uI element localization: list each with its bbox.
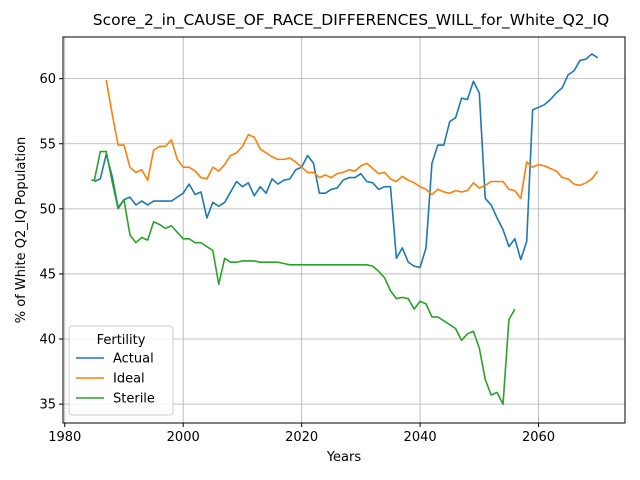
series-line-ideal (105, 79, 599, 200)
x-axis-ticks: 1980 2000 2020 2040 2060 (48, 423, 555, 445)
legend: Fertility Actual Ideal Sterile (68, 325, 174, 416)
y-tick-label: 45 (39, 267, 56, 282)
legend-label-actual: Actual (113, 352, 154, 367)
x-tick-label: 2040 (404, 430, 437, 445)
y-tick-label: 55 (39, 137, 56, 152)
series-lines (91, 53, 599, 405)
y-axis-label: % of White Q2_IQ Population (14, 137, 29, 324)
legend-title: Fertility (97, 333, 146, 348)
chart-title: Score_2_in_CAUSE_OF_RACE_DIFFERENCES_WIL… (93, 11, 609, 30)
y-tick-label: 50 (39, 202, 56, 217)
x-tick-label: 1980 (48, 430, 81, 445)
y-axis-ticks: 35 40 45 50 55 60 (39, 72, 63, 413)
x-tick-label: 2060 (522, 430, 555, 445)
legend-box (68, 325, 174, 416)
legend-items: Actual Ideal Sterile (76, 352, 155, 407)
legend-label-sterile: Sterile (113, 392, 155, 407)
y-tick-label: 40 (39, 333, 56, 348)
x-tick-label: 2000 (167, 430, 200, 445)
x-axis-label: Years (326, 450, 362, 465)
plot-frame (62, 36, 626, 424)
series-line-sterile (91, 150, 516, 405)
series-line-actual (94, 53, 599, 269)
x-tick-label: 2020 (285, 430, 318, 445)
y-tick-label: 35 (39, 398, 56, 413)
y-tick-label: 60 (39, 72, 56, 87)
legend-label-ideal: Ideal (113, 372, 145, 387)
